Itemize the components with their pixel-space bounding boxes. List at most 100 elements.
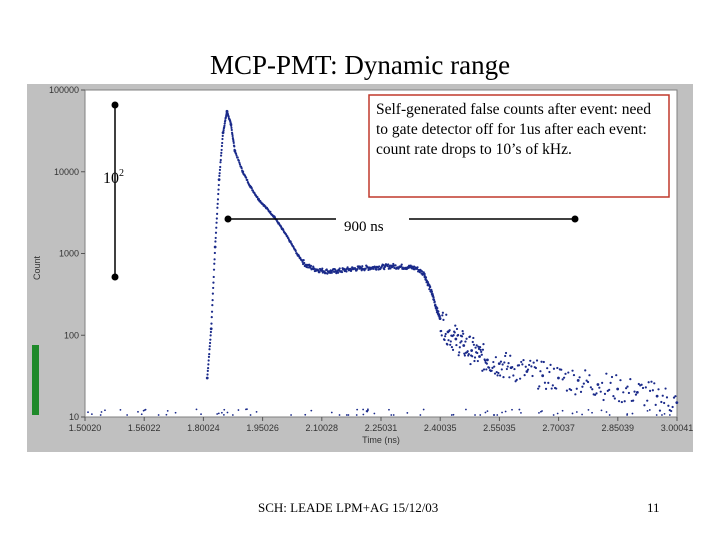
- data-point: [511, 366, 514, 369]
- data-point: [313, 267, 316, 270]
- data-point: [620, 400, 623, 404]
- data-point: [364, 267, 367, 270]
- callout-text: Self-generated false counts after event:…: [376, 101, 651, 158]
- slide-footer: SCH: LEADE LPM+AG 15/12/03: [258, 500, 439, 515]
- data-point: [300, 259, 304, 262]
- y-tick-label: 1000: [59, 249, 79, 259]
- data-point: [542, 360, 545, 364]
- data-point: [534, 366, 538, 370]
- data-point: [552, 414, 555, 416]
- data-point: [216, 212, 219, 215]
- data-point: [301, 260, 304, 263]
- data-point: [539, 370, 542, 373]
- data-point: [608, 388, 611, 391]
- data-point: [238, 163, 242, 166]
- data-point: [550, 387, 553, 390]
- data-point: [217, 192, 220, 196]
- data-point: [447, 339, 450, 342]
- data-point: [548, 370, 551, 374]
- y-axis-ticks: 100000 10000 1000 100 10: [49, 85, 85, 422]
- data-point: [481, 348, 485, 351]
- data-point: [432, 296, 435, 299]
- data-point: [356, 268, 359, 271]
- data-point: [217, 183, 220, 187]
- data-point: [497, 371, 500, 375]
- data-point: [104, 409, 106, 412]
- data-point: [457, 354, 460, 357]
- data-point: [389, 267, 392, 270]
- data-point: [378, 265, 381, 268]
- data-point: [627, 391, 631, 395]
- data-point: [622, 391, 625, 394]
- data-point: [488, 366, 491, 369]
- data-point: [647, 381, 650, 384]
- data-point: [223, 124, 226, 127]
- data-point: [453, 331, 456, 334]
- data-point: [497, 362, 501, 365]
- data-point: [338, 267, 341, 270]
- time-marker-left: [224, 215, 232, 223]
- data-point: [223, 122, 226, 125]
- data-point: [609, 381, 612, 384]
- data-point: [540, 360, 543, 363]
- data-point: [632, 399, 635, 402]
- data-point: [303, 261, 306, 265]
- data-point: [507, 361, 510, 365]
- data-point: [362, 408, 365, 411]
- data-point: [165, 413, 168, 416]
- data-point: [571, 369, 574, 372]
- data-point: [166, 409, 169, 412]
- data-point: [321, 267, 324, 270]
- data-point: [216, 413, 219, 415]
- data-point: [220, 411, 223, 414]
- data-point: [660, 400, 663, 404]
- data-point: [473, 359, 476, 363]
- data-point: [422, 408, 425, 411]
- data-point: [208, 352, 211, 356]
- data-point: [205, 376, 209, 380]
- data-point: [561, 378, 564, 381]
- data-point: [450, 345, 454, 349]
- data-point: [549, 363, 552, 366]
- data-point: [646, 409, 649, 412]
- data-point: [437, 310, 440, 313]
- data-point: [670, 409, 673, 413]
- data-point: [586, 380, 590, 384]
- data-point: [212, 286, 215, 290]
- data-point: [601, 381, 604, 384]
- data-point: [491, 366, 494, 369]
- callout-box: [368, 94, 670, 198]
- data-point: [598, 386, 601, 389]
- data-point: [200, 413, 202, 416]
- data-point: [578, 376, 581, 379]
- data-point: [215, 226, 218, 229]
- data-point: [309, 264, 313, 267]
- data-point: [367, 268, 370, 272]
- data-point: [174, 411, 177, 414]
- data-point: [420, 270, 424, 273]
- y-tick-label: 10: [69, 412, 79, 422]
- data-point: [616, 387, 620, 391]
- data-point: [485, 362, 488, 365]
- data-point: [429, 285, 432, 289]
- x-tick-label: 3.00041: [661, 423, 694, 433]
- data-point: [325, 268, 328, 271]
- data-point: [612, 395, 615, 398]
- data-point: [386, 265, 389, 268]
- data-point: [407, 264, 411, 267]
- data-point: [217, 178, 221, 182]
- data-point: [224, 116, 227, 119]
- data-point: [157, 414, 160, 416]
- data-point: [504, 351, 508, 355]
- data-point: [209, 327, 213, 331]
- data-point: [222, 130, 225, 133]
- data-point: [634, 393, 638, 396]
- data-point: [641, 386, 645, 390]
- data-point: [433, 299, 436, 302]
- data-point: [599, 390, 602, 393]
- data-point: [468, 335, 472, 338]
- data-point: [445, 313, 448, 316]
- data-point: [462, 344, 466, 347]
- data-point: [626, 413, 629, 415]
- data-point: [520, 411, 522, 414]
